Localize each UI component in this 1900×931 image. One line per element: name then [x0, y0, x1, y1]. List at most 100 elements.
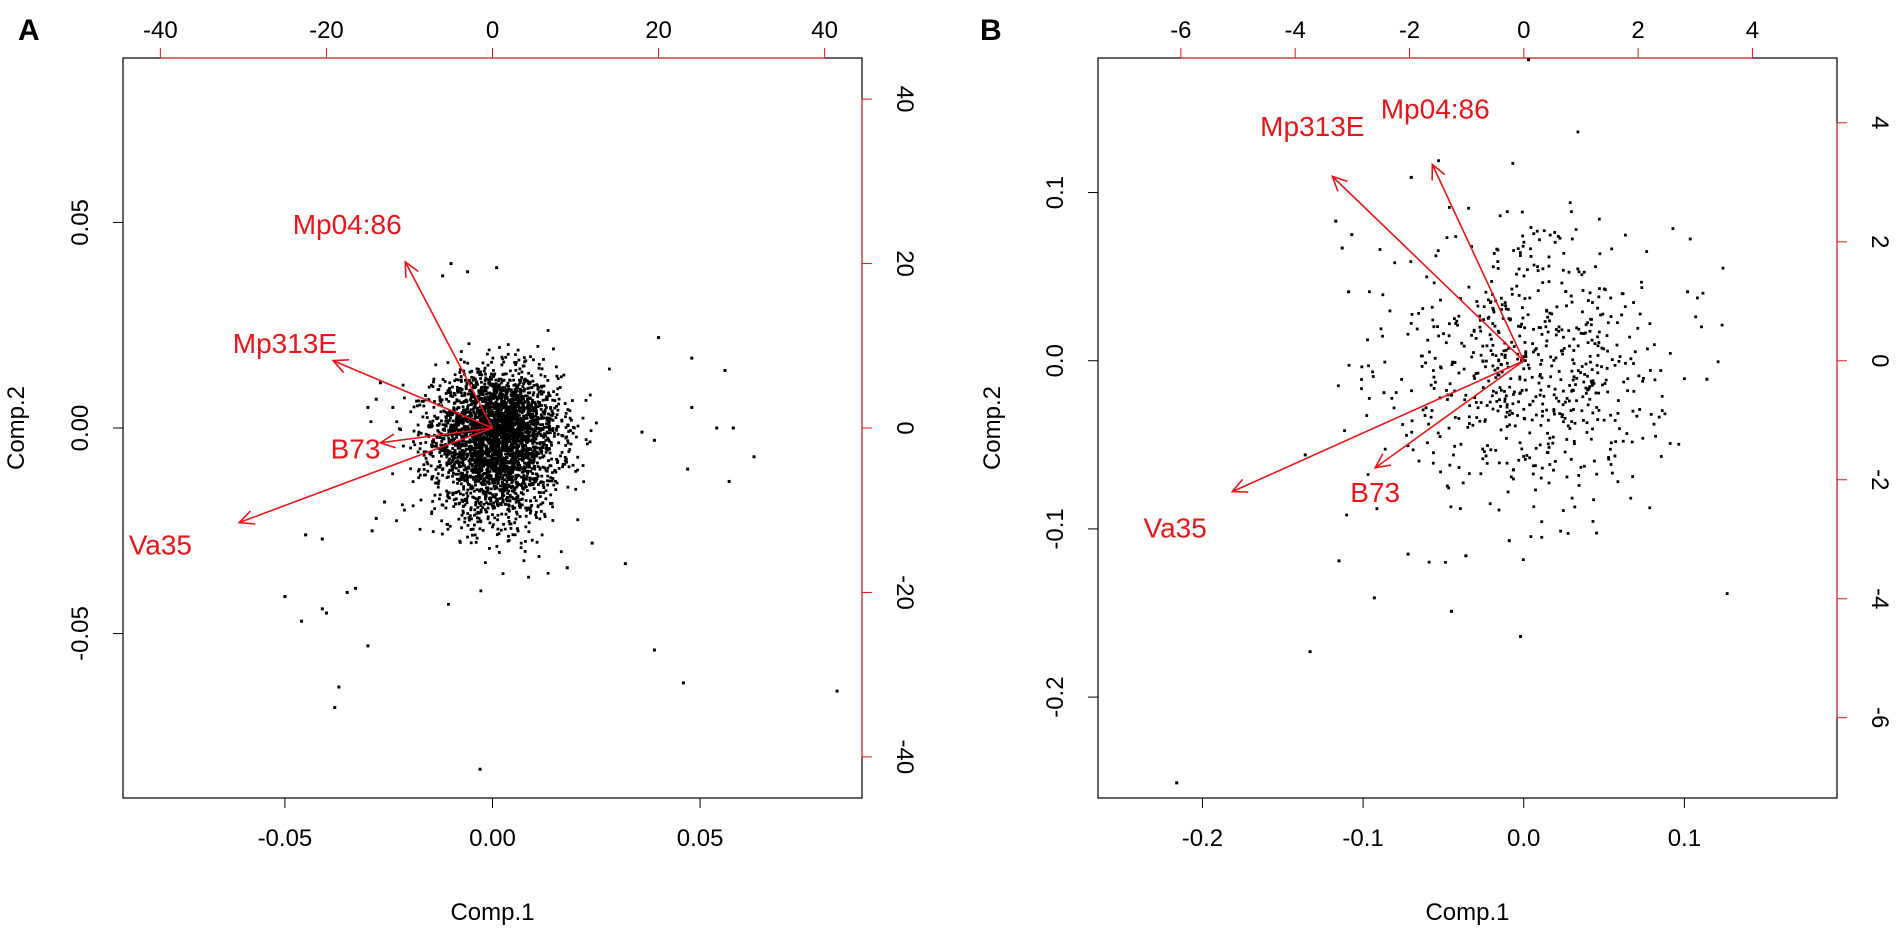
- score-point: [532, 358, 535, 362]
- score-point: [551, 505, 555, 509]
- score-point: [478, 459, 482, 463]
- score-point: [486, 458, 489, 462]
- score-point: [1600, 346, 1604, 350]
- score-point: [461, 401, 465, 404]
- score-point: [472, 395, 476, 399]
- score-point: [525, 477, 528, 481]
- score-point: [1503, 397, 1507, 401]
- score-point: [454, 417, 458, 421]
- score-point: [526, 506, 530, 510]
- score-point: [503, 478, 506, 482]
- score-point: [571, 463, 575, 467]
- score-point: [457, 517, 461, 521]
- score-point: [544, 489, 548, 493]
- score-point: [499, 436, 503, 440]
- score-point: [461, 420, 465, 424]
- score-point: [540, 533, 544, 537]
- score-point: [518, 401, 522, 404]
- score-point: [528, 405, 532, 408]
- score-point: [526, 434, 530, 438]
- score-point: [1609, 413, 1613, 417]
- score-point: [1580, 409, 1584, 413]
- score-point: [521, 437, 524, 441]
- score-point: [1456, 323, 1459, 327]
- score-point: [576, 518, 580, 522]
- score-point: [518, 381, 522, 384]
- score-point: [1609, 315, 1613, 318]
- score-point: [514, 413, 518, 417]
- score-point: [1459, 442, 1463, 446]
- score-point: [1549, 375, 1553, 379]
- score-point: [497, 478, 501, 481]
- score-point: [445, 461, 449, 465]
- score-point: [516, 429, 519, 433]
- score-point: [1495, 247, 1499, 251]
- score-point: [534, 499, 538, 503]
- score-point: [542, 491, 546, 495]
- score-point: [460, 513, 464, 517]
- score-point: [523, 380, 527, 384]
- score-point: [539, 449, 543, 453]
- score-point: [448, 390, 452, 394]
- score-point: [513, 383, 517, 387]
- score-point: [536, 504, 540, 508]
- score-point: [472, 423, 476, 427]
- score-point: [530, 467, 534, 470]
- score-point: [512, 405, 516, 408]
- score-point: [489, 499, 493, 503]
- score-point: [510, 443, 513, 446]
- score-point: [1498, 386, 1502, 390]
- score-point: [476, 506, 480, 509]
- score-point: [507, 504, 511, 508]
- score-point: [510, 433, 514, 437]
- score-point: [525, 508, 529, 512]
- score-point: [499, 484, 502, 488]
- score-point: [1531, 399, 1535, 403]
- score-point: [517, 404, 521, 408]
- score-point: [508, 414, 512, 418]
- score-point: [1518, 392, 1522, 395]
- score-point: [509, 475, 513, 479]
- score-point: [469, 491, 473, 495]
- score-point: [418, 447, 422, 451]
- score-point: [1447, 426, 1451, 430]
- score-point: [1366, 473, 1370, 476]
- score-point: [1532, 327, 1535, 331]
- score-point: [1494, 354, 1498, 358]
- score-point: [1529, 226, 1533, 229]
- score-point: [1544, 344, 1548, 348]
- score-point: [519, 390, 523, 393]
- score-point: [1492, 310, 1496, 314]
- score-point: [473, 508, 477, 512]
- score-point: [462, 411, 466, 415]
- score-point: [423, 473, 426, 477]
- score-point: [481, 506, 485, 510]
- score-point: [470, 369, 474, 373]
- score-point: [506, 352, 510, 356]
- score-point: [494, 418, 498, 422]
- score-point: [545, 448, 549, 452]
- score-point: [513, 430, 517, 434]
- score-point: [539, 389, 543, 393]
- score-point: [497, 467, 500, 470]
- score-point: [1604, 378, 1608, 382]
- score-point: [484, 450, 488, 454]
- score-point: [523, 406, 527, 410]
- score-point: [434, 468, 438, 471]
- score-point: [514, 451, 518, 455]
- score-point: [1605, 366, 1609, 370]
- score-point: [1436, 325, 1439, 329]
- score-point: [464, 452, 468, 456]
- score-point: [474, 401, 478, 405]
- score-point: [438, 398, 442, 402]
- score-point: [517, 445, 521, 448]
- score-point: [1517, 458, 1521, 462]
- score-point: [478, 373, 482, 377]
- score-point: [458, 446, 462, 450]
- score-point: [510, 451, 514, 455]
- score-point: [521, 492, 525, 496]
- score-point: [1533, 348, 1537, 352]
- score-point: [487, 378, 491, 382]
- score-point: [448, 410, 451, 414]
- score-point: [451, 424, 455, 428]
